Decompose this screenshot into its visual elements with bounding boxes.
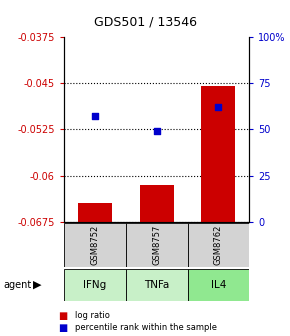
Text: IFNg: IFNg [83, 280, 106, 290]
Bar [188, 223, 249, 267]
Bar [188, 269, 249, 301]
Text: TNFa: TNFa [144, 280, 169, 290]
Text: percentile rank within the sample: percentile rank within the sample [75, 323, 218, 332]
Bar [64, 223, 126, 267]
Text: log ratio: log ratio [75, 311, 110, 320]
Point [154, 128, 159, 134]
Text: GSM8762: GSM8762 [214, 225, 223, 265]
Text: GSM8752: GSM8752 [90, 225, 99, 265]
Text: agent: agent [3, 280, 31, 290]
Bar [126, 269, 188, 301]
Bar [126, 223, 188, 267]
Text: GDS501 / 13546: GDS501 / 13546 [93, 15, 197, 28]
Text: ▶: ▶ [33, 280, 42, 290]
Text: ■: ■ [58, 311, 67, 321]
Bar [139, 185, 174, 222]
Text: IL4: IL4 [211, 280, 226, 290]
Bar [202, 86, 235, 222]
Text: GSM8757: GSM8757 [152, 225, 161, 265]
Point [93, 114, 97, 119]
Point [216, 104, 221, 110]
Bar [64, 269, 126, 301]
Text: ■: ■ [58, 323, 67, 333]
Bar [78, 203, 112, 222]
